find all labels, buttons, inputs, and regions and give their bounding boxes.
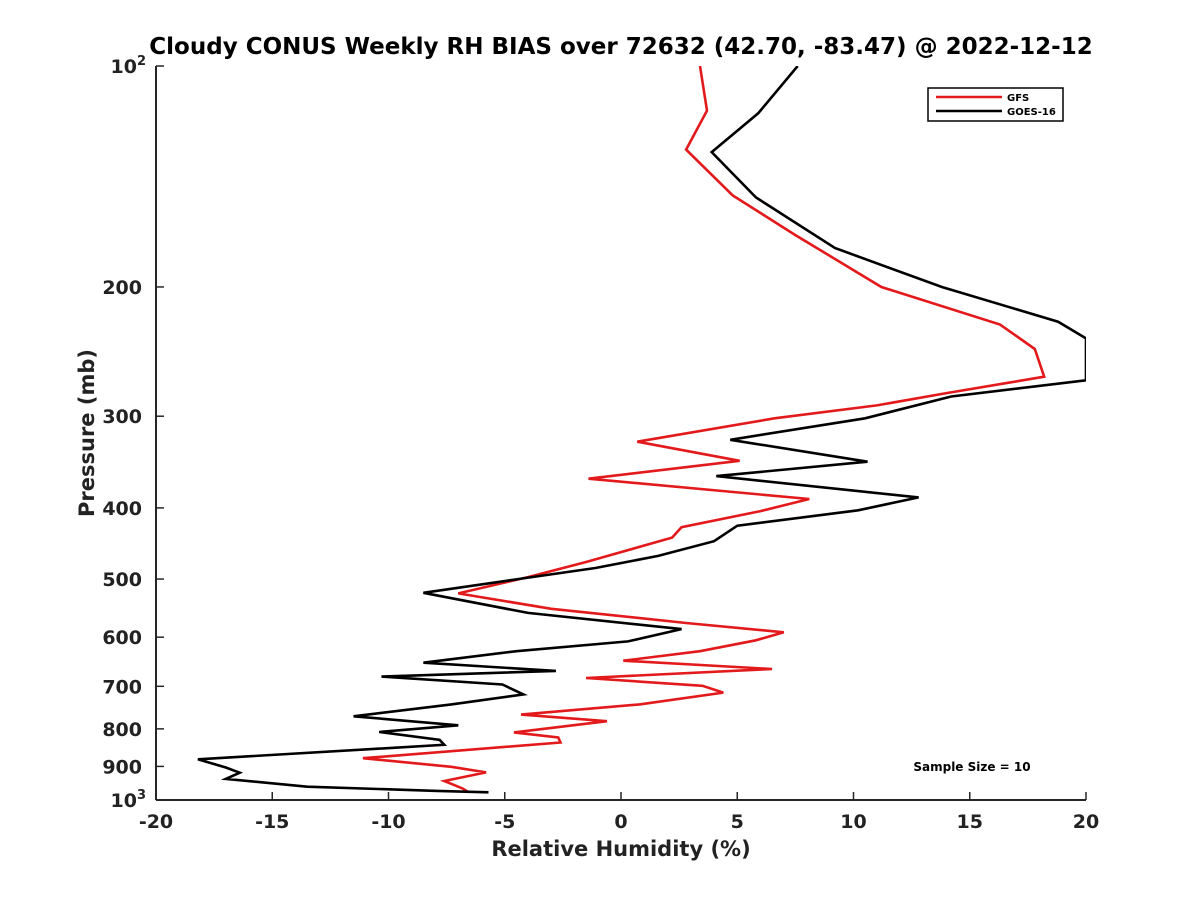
x-axis-label: Relative Humidity (%) — [491, 837, 750, 861]
legend-box — [927, 87, 1064, 122]
y-tick-label: 800 — [102, 719, 142, 741]
y-axis-label: Pressure (mb) — [75, 349, 99, 517]
legend: GFS GOES-16 — [927, 87, 1064, 122]
y-tick-label: 500 — [102, 569, 142, 591]
x-tick-label: 5 — [731, 811, 744, 833]
y-tick-label: 900 — [102, 756, 142, 778]
sample-size-annotation: Sample Size = 10 — [913, 760, 1030, 774]
x-tick-label: 10 — [840, 811, 866, 833]
y-tick-label: 700 — [102, 676, 142, 698]
legend-label: GOES-16 — [1007, 107, 1056, 118]
y-tick-label: 103 — [111, 788, 147, 812]
y-tick-label: 600 — [102, 627, 142, 649]
x-tick-label: 15 — [957, 811, 983, 833]
y-tick-label: 400 — [102, 498, 142, 520]
y-tick-label: 300 — [102, 406, 142, 428]
x-tick-label: 20 — [1073, 811, 1099, 833]
x-ticks: -20 -15 -10 -5 0 5 10 15 20 — [139, 792, 1099, 833]
series-line-gfs — [362, 66, 1046, 793]
x-tick-label: -15 — [255, 811, 289, 833]
x-tick-label: 0 — [614, 811, 627, 833]
plot-area — [197, 66, 1086, 794]
legend-label: GFS — [1007, 93, 1029, 104]
x-tick-label: -10 — [371, 811, 405, 833]
y-tick-label: 102 — [111, 54, 147, 78]
x-tick-label: -5 — [494, 811, 515, 833]
chart-title: Cloudy CONUS Weekly RH BIAS over 72632 (… — [149, 34, 1092, 60]
axes — [155, 66, 1086, 801]
x-tick-label: -20 — [139, 811, 173, 833]
series-line-goes-16 — [197, 66, 1086, 794]
y-tick-label: 200 — [102, 277, 142, 299]
y-ticks: 102 200 300 400 500 600 700 800 900 103 — [102, 54, 164, 812]
